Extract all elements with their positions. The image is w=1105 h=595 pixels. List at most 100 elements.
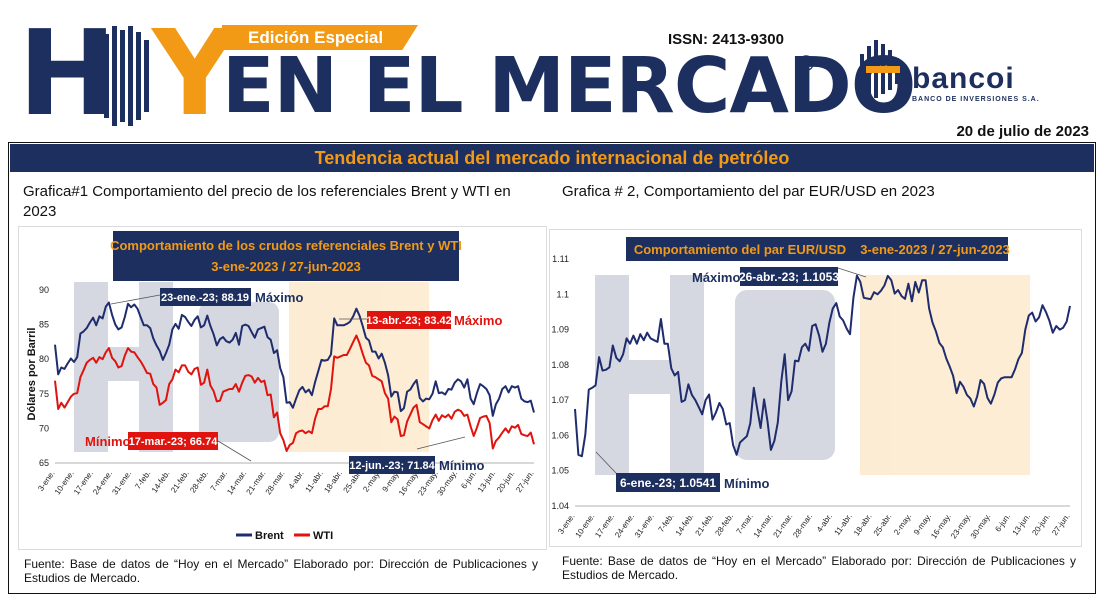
eur-min-label-box (616, 473, 720, 492)
chart1-watermark (74, 282, 429, 452)
x-tick-label: 27-jun. (1050, 512, 1071, 537)
chart1-y-axis-label: Dólares por Barril (26, 328, 38, 421)
y-tick-label: 80 (39, 354, 49, 364)
edition-tag: Edición Especial (222, 25, 418, 50)
x-tick-label: 11-abr. (833, 512, 854, 537)
chart2-y-axis: 1.04 1.05 1.06 1.07 1.08 1.09 1.1 1.11 (551, 254, 569, 511)
chart2-subtitle: 3-ene-2023 / 27-jun-2023 (860, 242, 1010, 257)
wti-min-label: 17-mar.-23; 66.74 (129, 436, 219, 448)
x-tick-label: 11-abr. (304, 469, 325, 494)
brent-min-label-box (349, 456, 435, 474)
y-tick-label: 65 (39, 458, 49, 468)
x-tick-label: 18-abr. (322, 469, 344, 495)
wti-max-label: 13-abr.-23; 83.42 (366, 315, 452, 327)
x-tick-label: 2-may. (892, 512, 913, 537)
y-tick-label: 70 (39, 423, 49, 433)
copyright-symbol: © (798, 51, 815, 76)
x-tick-label: 7-feb. (657, 512, 676, 534)
chart1-source: Fuente: Base de datos de “Hoy en el Merc… (24, 557, 538, 585)
content-frame (8, 142, 1096, 594)
series-line-brent (54, 301, 535, 417)
chart1-title-box (113, 231, 459, 281)
chart2-svg: 1.04 1.05 1.06 1.07 1.08 1.09 1.1 1.11 3-ene.10… (551, 237, 1072, 540)
y-tick-label: 1.08 (551, 360, 569, 370)
eur-max-tag: Máximo (692, 270, 740, 285)
y-tick-label: 90 (39, 285, 49, 295)
chart1-subtitle: 3-ene-2023 / 27-jun-2023 (211, 259, 361, 274)
wti-min-tag: Mínimo (85, 434, 131, 449)
y-tick-label: 1.04 (551, 501, 569, 511)
x-tick-label: 21-feb. (694, 512, 716, 538)
y-tick-label: 1.11 (552, 254, 569, 264)
wti-min-leader (217, 440, 252, 462)
masthead-title: EN EL MERCADO (222, 42, 916, 131)
brent-min-label: 12-jun.-23; 71.84 (349, 460, 435, 472)
x-tick-label: 4-abr. (815, 512, 834, 534)
wti-max-label-box (367, 311, 451, 329)
chart2-panel: 1.04 1.05 1.06 1.07 1.08 1.09 1.1 1.11 3-ene. 10… (549, 229, 1082, 547)
y-tick-label: 1.06 (551, 430, 569, 440)
x-tick-label: 28-mar. (264, 469, 287, 496)
x-tick-label: 3-ene. (556, 512, 576, 536)
chart2-source: Fuente: Base de datos de “Hoy en el Merc… (562, 554, 1076, 582)
x-tick-label: 14-feb. (150, 469, 172, 495)
x-tick-label: 27-jun. (514, 469, 535, 494)
legend-brent-label: Brent (255, 530, 284, 542)
wti-max-tag: Máximo (454, 313, 502, 328)
x-tick-label: 10-ene. (573, 512, 596, 539)
chart1-x-axis: 3-ene.10-ene.17-ene.24-ene.31-ene. 7-feb.… (36, 469, 535, 497)
bancoi-logo-icon (860, 40, 900, 98)
chart1-y-axis: 65 70 75 80 85 90 (39, 285, 49, 468)
x-tick-label: 6-jun. (993, 512, 1012, 534)
x-tick-label: 14-mar. (752, 512, 775, 539)
eur-max-leader (837, 267, 867, 278)
x-tick-label: 24-ene. (613, 512, 636, 539)
x-tick-label: 21-mar. (772, 512, 795, 539)
section-banner: Tendencia actual del mercado internacion… (10, 144, 1094, 172)
chart2-watermark (595, 275, 1030, 475)
brent-max-tag: Máximo (255, 290, 303, 305)
chart2-caption: Grafica # 2, Comportamiento del par EUR/… (562, 183, 935, 200)
masthead: H Y Edición Especial ISSN: 2413-9300 EN … (0, 0, 1105, 142)
x-tick-label: 7-feb. (133, 469, 152, 491)
y-tick-label: 1.09 (551, 325, 569, 335)
brent-max-leader (110, 294, 161, 305)
legend-wti-label: WTI (313, 530, 333, 542)
x-tick-label: 7-mar. (734, 512, 754, 536)
logo-o-bars-icon (104, 26, 149, 126)
publication-date: 20 de julio de 2023 (956, 123, 1089, 140)
chart2-series-group (574, 274, 1071, 458)
y-tick-label: 75 (39, 389, 49, 399)
x-tick-label: 28-mar. (791, 512, 814, 539)
y-tick-label: 1.07 (551, 395, 569, 405)
x-tick-label: 21-feb. (169, 469, 191, 495)
logo-letter-y: Y (152, 4, 237, 142)
chart2-x-axis: 3-ene.10-ene.17-ene.24-ene.31-ene. 7-feb.… (556, 512, 1071, 540)
brent-min-tag: Mínimo (439, 458, 485, 473)
eur-min-leader (595, 451, 617, 474)
x-tick-label: 20-jun. (1030, 512, 1051, 537)
chart1-caption: Grafica#1 Comportamiento del precio de l… (23, 183, 511, 220)
x-tick-label: 30-may. (969, 512, 993, 540)
hoy-logo: H Y (18, 4, 237, 142)
x-tick-label: 14-feb. (674, 512, 696, 538)
brent-max-label-box (160, 288, 251, 306)
chart2-title-box (626, 237, 1008, 261)
eur-max-label: 26-abr.-23; 1.1053 (739, 270, 839, 284)
x-tick-label: 17-ene. (593, 512, 616, 539)
eur-min-tag: Mínimo (724, 476, 770, 491)
bank-full-name: BANCO DE INVERSIONES S.A. (912, 96, 1040, 103)
chart1-panel: 65 70 75 80 85 90 3-ene. 10-ene. 17-ene. 24-ene.… (18, 226, 547, 550)
brent-min-leader (416, 436, 466, 450)
issn-label: ISSN: 2413-9300 (668, 31, 784, 48)
x-tick-label: 25-abr. (872, 512, 894, 538)
eur-min-label: 6-ene.-23; 1.0541 (620, 476, 716, 490)
chart1-svg: 65 70 75 80 85 90 3-ene.10-ene.17-ene.24-ene.… (26, 231, 536, 542)
x-tick-label: 28-feb. (188, 469, 210, 495)
y-tick-label: 1.1 (556, 289, 569, 299)
eur-max-label-box (740, 267, 838, 286)
chart1-title: Comportamiento de los crudos referencial… (110, 238, 462, 253)
y-tick-label: 85 (39, 320, 49, 330)
wti-min-label-box (128, 432, 218, 450)
x-tick-label: 28-feb. (713, 512, 735, 538)
